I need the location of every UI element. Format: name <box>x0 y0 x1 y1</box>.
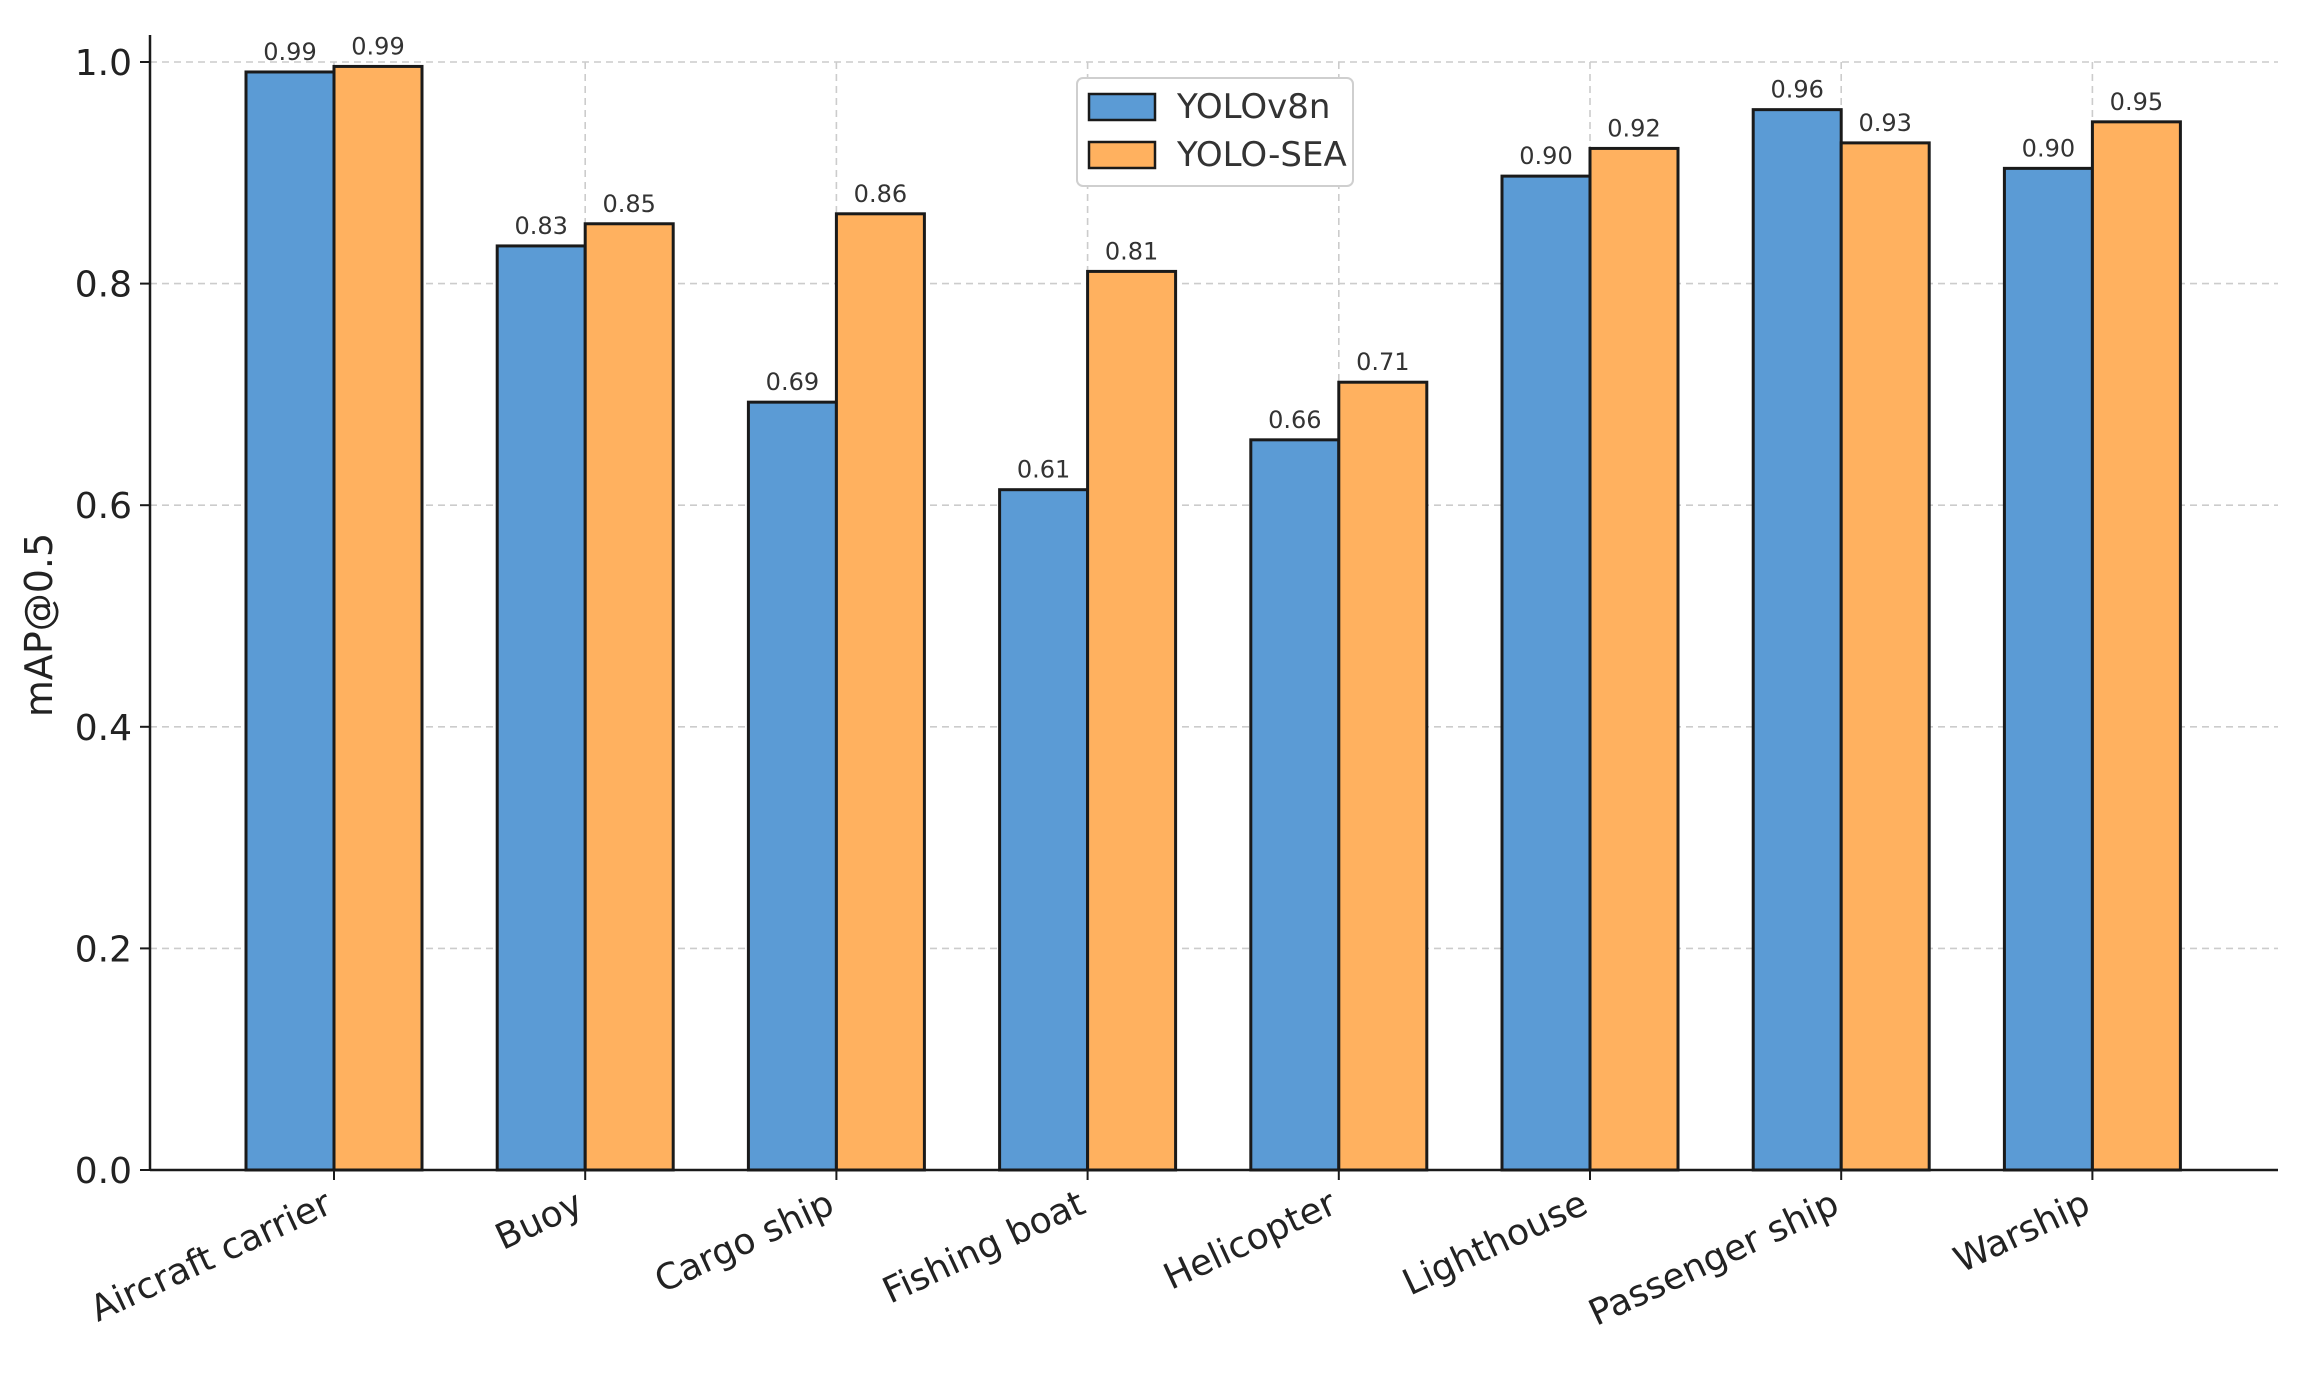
bar-yolo-sea <box>332 64 424 1172</box>
data-label: 0.99 <box>263 38 316 66</box>
data-label: 0.69 <box>766 368 819 396</box>
bar-yolov8n <box>998 488 1090 1172</box>
legend-swatch <box>1087 140 1157 170</box>
bar-yolov8n <box>1751 108 1843 1172</box>
bar-yolov8n <box>1500 174 1592 1172</box>
data-label: 0.61 <box>1017 456 1070 484</box>
data-label: 0.83 <box>514 212 567 240</box>
data-label: 0.96 <box>1770 76 1823 104</box>
data-label: 0.85 <box>602 190 655 218</box>
bar-yolov8n <box>495 244 587 1172</box>
bar-yolo-sea <box>1588 146 1680 1172</box>
data-label: 0.93 <box>1858 109 1911 137</box>
bar-yolo-sea <box>583 222 675 1172</box>
grid-layer <box>150 61 2278 1170</box>
legend-swatch <box>1087 92 1157 122</box>
data-label: 0.90 <box>1519 142 1572 170</box>
legend-entry: YOLO-SEA <box>1176 135 1347 175</box>
y-axis-label: mAP@0.5 <box>17 533 61 717</box>
x-tick-label: Helicopter <box>1158 1183 1343 1298</box>
x-tick-label: Cargo ship <box>649 1183 840 1301</box>
x-tick-label: Fishing boat <box>877 1183 1092 1312</box>
bar-yolov8n <box>244 70 336 1172</box>
data-label: 0.95 <box>2110 88 2163 116</box>
bar-yolov8n <box>746 400 838 1172</box>
bar-yolov8n <box>2002 166 2094 1172</box>
bar-yolo-sea <box>1839 141 1931 1172</box>
data-label: 0.90 <box>2022 134 2075 162</box>
y-tick-label: 0.2 <box>75 929 132 970</box>
legend-entry: YOLOv8n <box>1176 87 1330 127</box>
x-tick-label: Passenger ship <box>1583 1183 1845 1334</box>
legend: YOLOv8n YOLO-SEA <box>1076 77 1354 187</box>
data-label: 0.81 <box>1105 237 1158 265</box>
bar-yolo-sea <box>2090 120 2182 1172</box>
data-label: 0.86 <box>854 180 907 208</box>
data-label: 0.99 <box>351 32 404 60</box>
x-tick-label: Buoy <box>489 1183 589 1259</box>
y-tick-label: 0.8 <box>75 265 132 306</box>
data-label: 0.92 <box>1607 114 1660 142</box>
bar-yolo-sea <box>834 212 926 1172</box>
data-label: 0.71 <box>1356 348 1409 376</box>
x-tick-label: Lighthouse <box>1397 1183 1594 1304</box>
y-tick-label: 0.6 <box>75 486 132 527</box>
bar-yolo-sea <box>1337 380 1429 1172</box>
y-tick-label: 0.4 <box>75 708 132 749</box>
bar-yolo-sea <box>1086 269 1178 1172</box>
data-label: 0.66 <box>1268 406 1321 434</box>
labels-layer: 0.99 0.83 0.69 0.61 0.66 0.90 0.96 0.90 0.99 0.85… <box>263 32 2163 483</box>
bars-layer <box>244 64 2182 1172</box>
x-tick-label: Warship <box>1948 1183 2096 1281</box>
bar-yolov8n <box>1249 438 1341 1172</box>
y-tick-label: 0.0 <box>75 1151 132 1192</box>
y-tick-label: 1.0 <box>75 43 132 84</box>
x-tick-label: Aircraft carrier <box>84 1183 338 1330</box>
